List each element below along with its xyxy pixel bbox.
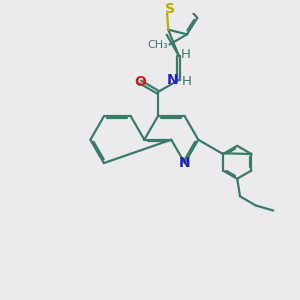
Text: N: N	[179, 156, 190, 170]
Text: CH₃: CH₃	[147, 40, 168, 50]
Text: O: O	[134, 75, 146, 89]
Text: H: H	[182, 75, 192, 88]
Text: H: H	[181, 48, 191, 61]
Text: S: S	[165, 2, 175, 16]
Text: N: N	[167, 73, 179, 87]
